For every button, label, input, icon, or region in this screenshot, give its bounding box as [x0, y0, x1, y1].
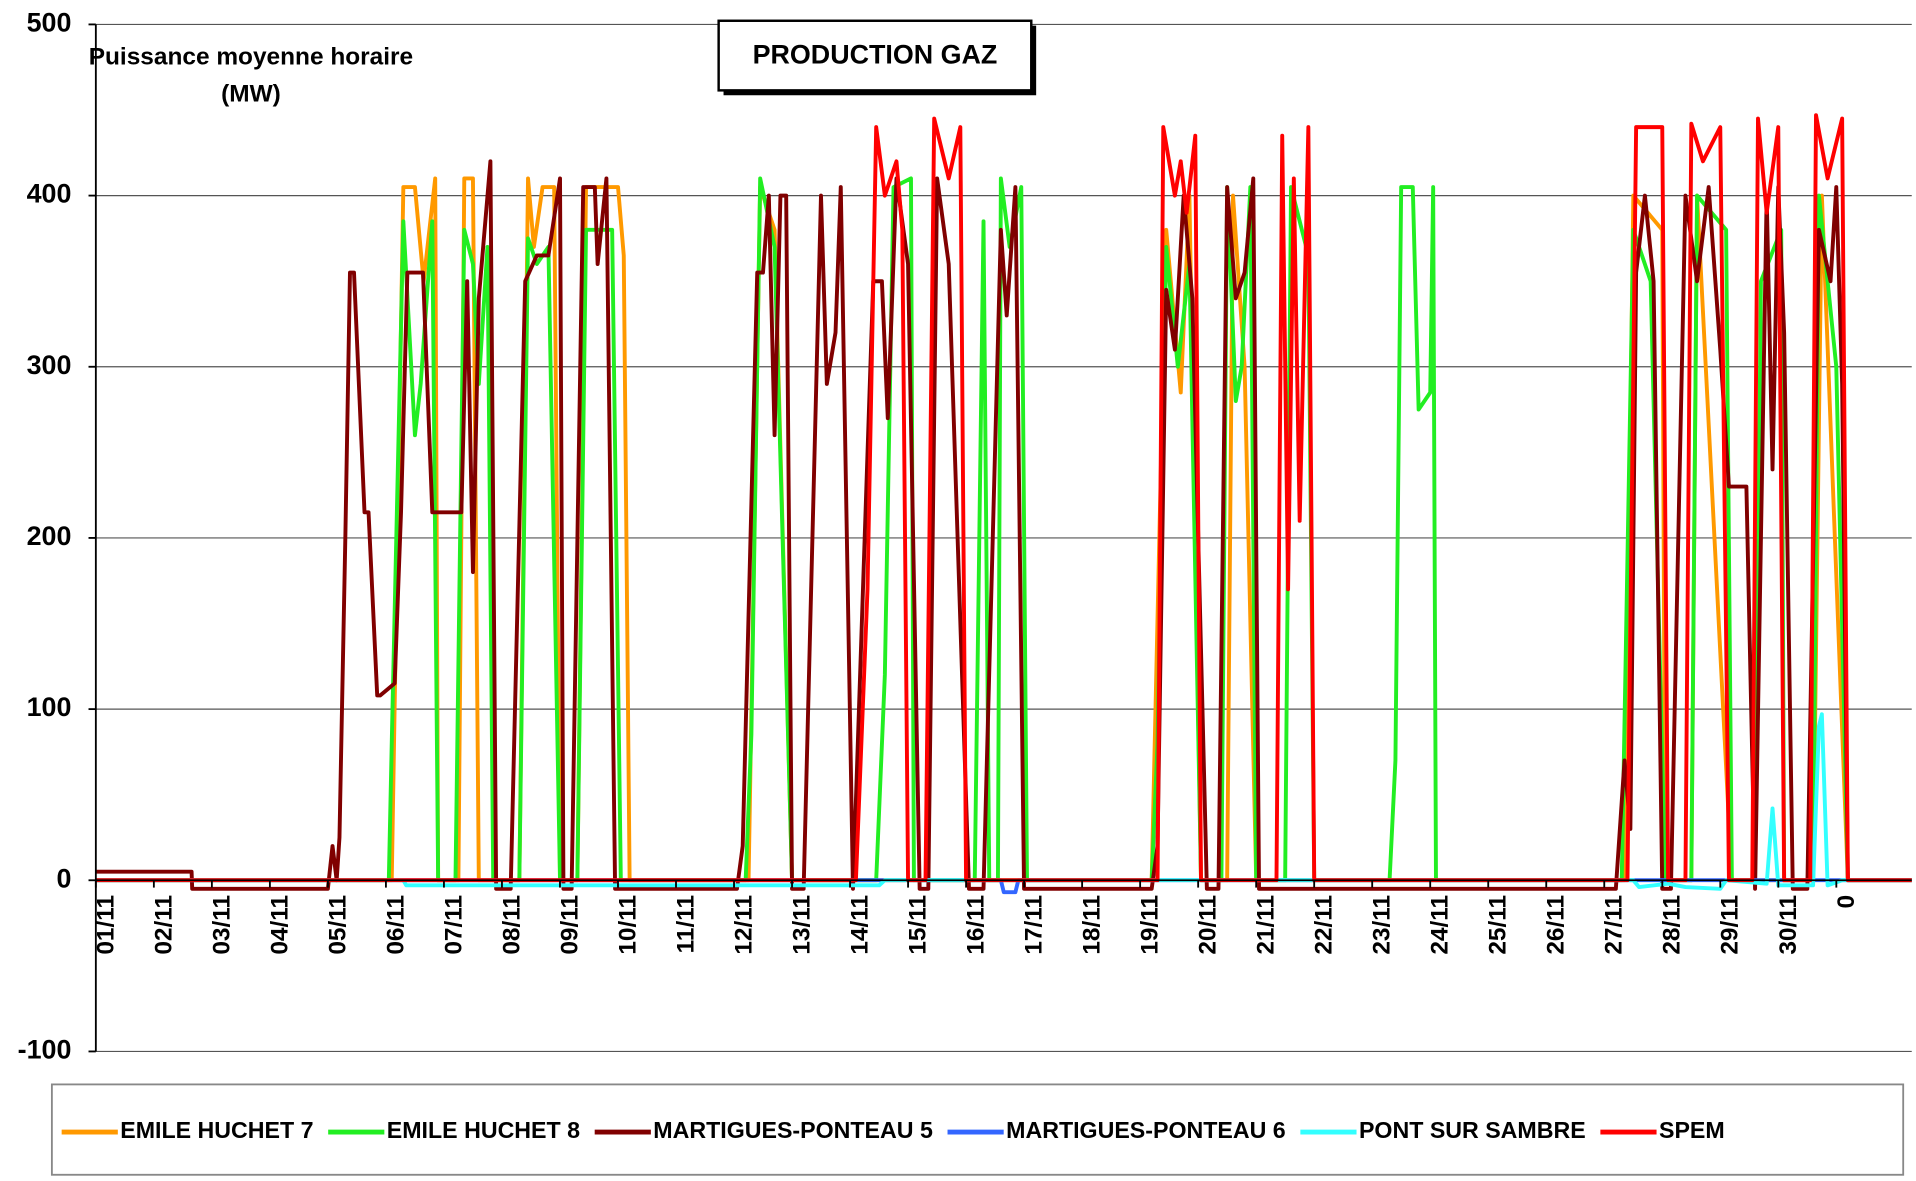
x-tick-label: 05/11 — [324, 895, 351, 955]
x-tick-label: 02/11 — [150, 895, 177, 955]
x-tick-label: 15/11 — [905, 895, 932, 955]
x-tick-label: 11/11 — [672, 895, 699, 953]
x-tick-label: 30/11 — [1775, 895, 1802, 955]
y-tick-label: 500 — [27, 8, 72, 38]
x-tick-label: 20/11 — [1195, 895, 1222, 955]
x-tick-label: 08/11 — [498, 895, 525, 955]
x-tick-label: 19/11 — [1137, 895, 1164, 955]
title-box — [717, 19, 1033, 92]
x-tick-label: 23/11 — [1369, 895, 1396, 955]
plot-area — [95, 113, 1912, 895]
legend-label: EMILE HUCHET 7 — [120, 1117, 313, 1143]
x-tick-label: 13/11 — [788, 895, 815, 955]
x-tick-label: 21/11 — [1253, 895, 1280, 955]
x-tick-label: 09/11 — [556, 895, 583, 955]
axes: -100 0 100 200 300 400 500 01/11 02/11 03/11 04/11… — [18, 8, 1912, 1065]
x-tick-label: 14/11 — [846, 895, 873, 955]
y-tick-label: 400 — [27, 179, 72, 209]
legend: EMILE HUCHET 7 EMILE HUCHET 8 MARTIGUES-PO… — [61, 1117, 1725, 1143]
chart-title: PRODUCTION GAZ — [753, 39, 998, 69]
x-tick-label: 12/11 — [730, 895, 757, 955]
legend-label: EMILE HUCHET 8 — [387, 1117, 580, 1143]
y-tick-label: -100 — [18, 1035, 72, 1065]
legend-box — [50, 1083, 1905, 1176]
x-tick-label: 06/11 — [382, 895, 409, 955]
legend-label: SPEM — [1659, 1117, 1725, 1143]
legend-label: PONT SUR SAMBRE — [1359, 1117, 1586, 1143]
x-tick-label: 07/11 — [440, 895, 467, 955]
x-tick-label: 0 — [1833, 895, 1860, 909]
y-tick-label: 200 — [27, 521, 72, 551]
x-tick-label: 26/11 — [1543, 895, 1570, 955]
series-line — [95, 712, 1912, 891]
x-tick-label: 25/11 — [1485, 895, 1512, 955]
legend-label: MARTIGUES-PONTEAU 6 — [1006, 1117, 1286, 1143]
x-tick-label: 18/11 — [1079, 895, 1106, 955]
x-tick-label: 04/11 — [266, 895, 293, 955]
series-line — [95, 159, 1912, 891]
x-tick-label: 27/11 — [1601, 895, 1628, 955]
x-tick-label: 28/11 — [1659, 895, 1686, 955]
y-tick-label: 100 — [27, 692, 72, 722]
y-axis-label: Puissance moyenne horaire (MW) — [88, 43, 414, 108]
legend-label: MARTIGUES-PONTEAU 5 — [653, 1117, 933, 1143]
y-tick-label: 0 — [56, 863, 71, 893]
x-tick-label: 29/11 — [1717, 895, 1744, 955]
x-tick-label: 24/11 — [1427, 895, 1454, 955]
x-tick-label: 17/11 — [1021, 895, 1048, 955]
y-tick-label: 300 — [27, 350, 72, 380]
y-label-box: Puissance moyenne horaire (MW) — [88, 43, 414, 108]
x-tick-label: 16/11 — [963, 895, 990, 955]
x-tick-label: 03/11 — [208, 895, 235, 955]
x-tick-label: 01/11 — [92, 895, 119, 955]
x-tick-label: 10/11 — [614, 895, 641, 955]
x-tick-label: 22/11 — [1311, 895, 1338, 955]
